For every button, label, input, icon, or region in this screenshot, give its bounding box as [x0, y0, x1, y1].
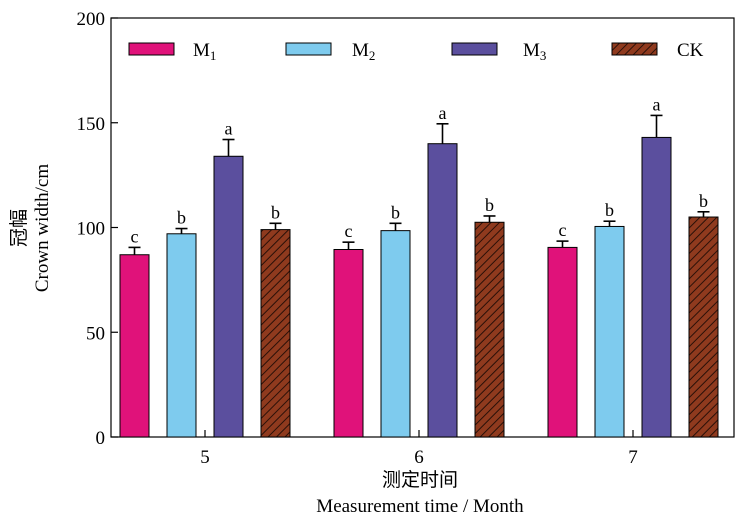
bars-group: c b a b c b a b c b a b [119, 94, 719, 438]
y-tick-label: 50 [86, 323, 105, 344]
bar [594, 225, 625, 438]
significance-letter: b [391, 202, 400, 222]
bar [119, 254, 150, 438]
bar [427, 143, 458, 438]
significance-letter: c [345, 221, 353, 241]
bar [166, 233, 197, 438]
significance-letter: b [485, 195, 494, 215]
significance-letter: b [605, 200, 614, 220]
x-tick-label: 5 [200, 447, 210, 468]
significance-letter: b [177, 208, 186, 228]
y-tick-label: 150 [77, 114, 106, 135]
y-axis-label: Crown width/cm [32, 164, 53, 292]
bar [380, 230, 411, 438]
legend: M1 M2 M3 CK [128, 40, 704, 63]
bar [547, 246, 578, 438]
legend-label: CK [677, 40, 704, 61]
bar [641, 136, 672, 438]
legend-swatch [128, 42, 175, 56]
legend-label: M1 [193, 40, 216, 63]
significance-letter: b [699, 191, 708, 211]
x-tick-label: 7 [628, 447, 638, 468]
plot-frame [110, 17, 735, 438]
bar [474, 221, 505, 438]
x-axis-label-chinese: 测定时间 [382, 469, 458, 491]
significance-letter: c [559, 220, 567, 240]
bar [333, 248, 364, 438]
significance-letter: a [225, 119, 233, 139]
y-axis: 0 50 100 150 200 [77, 9, 118, 449]
significance-letter: a [653, 94, 661, 114]
legend-swatch [285, 42, 332, 56]
bar [260, 229, 291, 438]
significance-letter: a [439, 103, 447, 123]
y-tick-label: 200 [77, 9, 106, 30]
legend-label: M2 [352, 40, 375, 63]
bar [213, 155, 244, 438]
bar [688, 216, 719, 438]
y-tick-label: 0 [96, 428, 106, 449]
x-tick-label: 6 [414, 447, 424, 468]
y-tick-label: 100 [77, 219, 106, 240]
legend-swatch [611, 42, 658, 56]
significance-letter: b [271, 202, 280, 222]
y-axis-label-chinese: 冠幅 [8, 209, 30, 247]
legend-swatch [451, 42, 498, 56]
significance-letter: c [131, 226, 139, 246]
x-axis: 5 6 7 [200, 430, 638, 468]
x-axis-label: Measurement time / Month [316, 496, 524, 517]
legend-label: M3 [523, 40, 546, 63]
